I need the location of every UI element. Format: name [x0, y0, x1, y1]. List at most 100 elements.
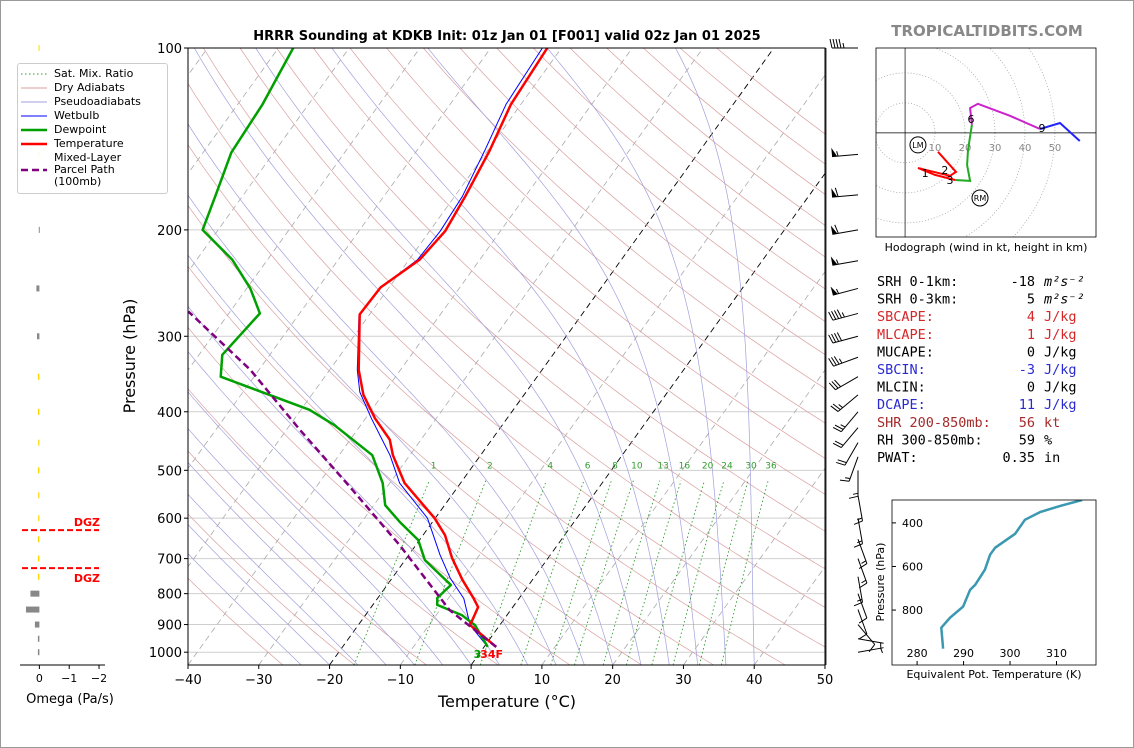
- dry-adiabat: [423, 48, 825, 389]
- barb-full: [831, 381, 839, 389]
- barb-full: [837, 459, 847, 464]
- chart-title: HRRR Sounding at KDKB Init: 01z Jan 01 […: [253, 29, 760, 44]
- height-label: 2: [941, 164, 948, 177]
- legend-label: Dry Adiabats: [54, 81, 125, 94]
- stat-label: SHR 200-850mb:: [877, 415, 991, 431]
- y-tick-label: 1000: [149, 646, 182, 661]
- barb-staff: [832, 229, 859, 235]
- dry-adiabat: [188, 326, 571, 665]
- legend-swatch: [21, 142, 47, 146]
- isotherm: [188, 48, 350, 273]
- pseudoadiabat: [188, 461, 387, 665]
- x-tick-label: 290: [953, 647, 974, 660]
- barb-flag: [830, 225, 838, 235]
- pseudoadiabat: [255, 48, 642, 665]
- mixing-ratio-line: [520, 480, 585, 665]
- mixing-ratio-label: 6: [585, 461, 591, 471]
- dry-adiabat: [239, 48, 825, 570]
- dry-adiabat: [188, 450, 427, 665]
- barb-staff: [857, 558, 868, 584]
- dry-adiabat: [188, 513, 355, 665]
- isotherm: [188, 48, 421, 371]
- pseudoadiabat: [546, 48, 727, 665]
- wind-barb: [857, 638, 884, 648]
- legend-entry: Mixed-Layer Parcel Path (100mb): [20, 152, 165, 188]
- barb-full: [832, 38, 836, 49]
- y-axis-label: Pressure (hPa): [120, 299, 139, 414]
- omega-bar: [37, 467, 40, 474]
- hodo-trace: [969, 102, 1041, 130]
- y-tick-label: 100: [157, 42, 182, 57]
- barb-staff: [832, 312, 859, 321]
- thetae-line: [940, 500, 1083, 649]
- x-tick-label: 0: [36, 672, 43, 685]
- barb-staff: [832, 335, 859, 344]
- x-tick-label: 300: [1000, 647, 1021, 660]
- thetae-frame: [891, 499, 1097, 666]
- barb-half: [836, 151, 839, 157]
- mixing-ratio-label: 36: [765, 461, 777, 471]
- legend-label: Pseudoadiabats: [54, 95, 141, 108]
- barb-staff: [844, 442, 859, 466]
- pseudoadiabat: [188, 351, 472, 665]
- dry-adiabat: [188, 204, 714, 665]
- wind-barb: [857, 593, 868, 624]
- omega-bar: [37, 573, 40, 580]
- isotherm: [329, 48, 775, 665]
- omega-bar: [38, 515, 40, 522]
- barb-full: [836, 332, 843, 341]
- y-tick-label: 600: [902, 560, 923, 573]
- y-tick-label: 700: [157, 553, 182, 568]
- barb-full: [834, 224, 839, 234]
- stat-unit: J/kg: [1044, 397, 1077, 413]
- omega-bar: [37, 408, 40, 415]
- mixing-ratio-label: 10: [631, 461, 643, 471]
- legend-swatch: [21, 168, 47, 172]
- hodo-ring-label: 30: [989, 143, 1002, 154]
- y-tick-label: 800: [157, 588, 182, 603]
- legend-entry: Temperature: [20, 138, 165, 150]
- legend-entry: Wetbulb: [20, 110, 165, 122]
- wind-barb: [832, 427, 859, 449]
- mixing-ratio-label: 4: [547, 461, 553, 471]
- barb-full: [833, 310, 840, 319]
- pseudoadiabat: [188, 391, 444, 665]
- mixing-ratio-label: 13: [657, 461, 668, 471]
- dry-adiabat: [188, 388, 499, 665]
- stat-label: PWAT:: [877, 450, 918, 466]
- omega-bar: [37, 536, 40, 543]
- wind-barb: [857, 538, 868, 569]
- height-label: 9: [1039, 122, 1046, 135]
- omega-axis-label: Omega (Pa/s): [26, 692, 114, 707]
- site-name: TROPICALTIDBITS.COM: [891, 22, 1083, 40]
- mixing-ratio-line: [574, 480, 634, 665]
- x-tick-label: 280: [907, 647, 928, 660]
- barb-half: [835, 259, 839, 265]
- omega-bar: [37, 373, 40, 380]
- wind-barb: [828, 332, 859, 344]
- stat-value: 56: [1019, 415, 1035, 431]
- barb-staff: [857, 495, 864, 522]
- stat-unit: m²s⁻²: [1043, 274, 1085, 290]
- barb-half: [857, 598, 863, 602]
- dry-adiabat: [188, 144, 786, 665]
- barb-full: [839, 479, 850, 482]
- barb-full: [834, 424, 844, 430]
- mixing-ratio-line: [625, 480, 682, 665]
- wind-barb: [839, 456, 859, 482]
- isotherm: [470, 172, 825, 665]
- mixing-ratio-line: [651, 480, 705, 665]
- x-tick-label: 10: [534, 673, 551, 688]
- isotherm: [541, 271, 825, 665]
- x-tick-label: 310: [1046, 647, 1067, 660]
- x-tick-label: 0: [467, 673, 475, 688]
- stat-unit: %: [1044, 432, 1052, 448]
- pseudoadiabat: [188, 254, 529, 665]
- mixing-ratio-label: 16: [679, 461, 691, 471]
- barb-full: [838, 38, 842, 49]
- legend-label: Mixed-Layer Parcel Path (100mb): [54, 151, 122, 188]
